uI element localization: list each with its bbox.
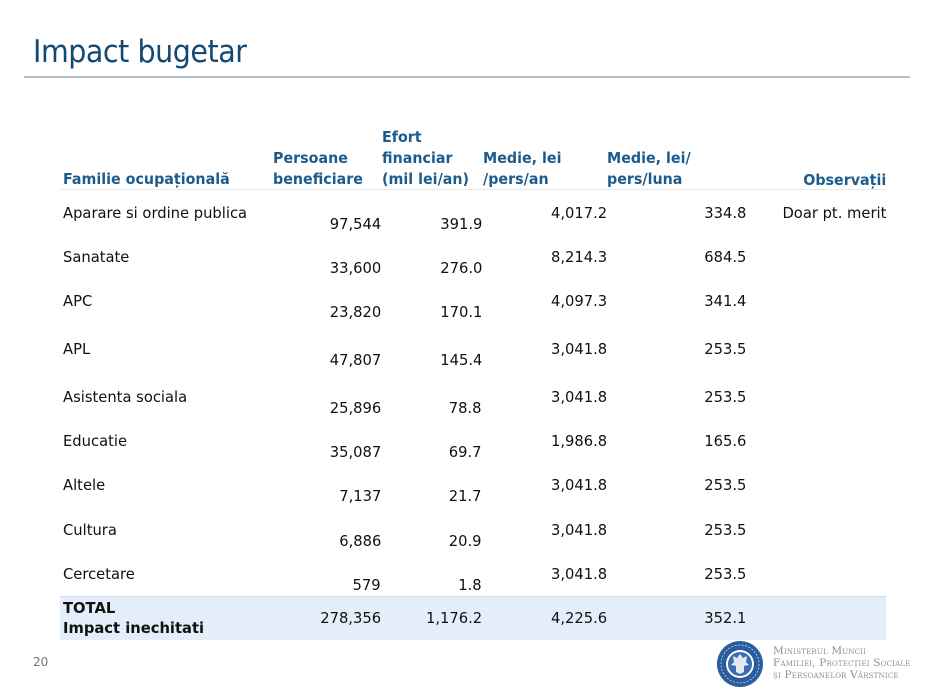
total-label: TOTAL Impact inechitati (63, 598, 204, 638)
header-avg-year-line2: /pers/an (483, 170, 549, 188)
cell-avg-year: 8,214.3 (550, 248, 607, 266)
cell-avg-year: 3,041.8 (550, 340, 607, 358)
total-effort: 1,176.2 (425, 609, 482, 627)
page-number: 20 (33, 655, 49, 669)
total-label-line2: Impact inechitati (63, 619, 205, 637)
cell-avg-year: 3,041.8 (550, 388, 607, 406)
cell-persons: 23,820 (329, 303, 381, 321)
cell-effort: 145.4 (439, 351, 482, 369)
cell-family: Cercetare (63, 565, 135, 583)
cell-effort: 276.0 (439, 259, 482, 277)
total-label-line1: TOTAL (63, 599, 116, 617)
cell-persons: 33,600 (329, 259, 381, 277)
cell-persons: 25,896 (329, 399, 381, 417)
cell-effort: 21.7 (449, 487, 482, 505)
ministry-line2: Familiei, Protecției Sociale (773, 657, 911, 669)
cell-effort: 170.1 (439, 303, 482, 321)
cell-avg-year: 4,017.2 (550, 204, 607, 222)
cell-effort: 78.8 (449, 399, 482, 417)
slide-title: Impact bugetar (33, 34, 247, 70)
cell-family: Cultura (63, 521, 117, 539)
ministry-name: Ministerul Muncii Familiei, Protecției S… (773, 645, 911, 681)
cell-avg-month: 253.5 (703, 340, 746, 358)
cell-persons: 47,807 (329, 351, 381, 369)
cell-avg-month: 341.4 (703, 292, 746, 310)
title-divider (24, 76, 910, 78)
cell-avg-year: 3,041.8 (550, 521, 607, 539)
cell-avg-month: 334.8 (703, 204, 746, 222)
cell-avg-month: 684.5 (703, 248, 746, 266)
cell-avg-year: 4,097.3 (550, 292, 607, 310)
header-avg-month-line1: Medie, lei/ (607, 149, 691, 167)
cell-persons: 6,886 (338, 532, 381, 550)
cell-avg-month: 253.5 (703, 521, 746, 539)
cell-avg-year: 3,041.8 (550, 476, 607, 494)
cell-effort: 69.7 (449, 443, 482, 461)
cell-family: Asistenta sociala (63, 388, 188, 406)
header-persons-line1: Persoane (273, 149, 348, 167)
cell-persons: 35,087 (329, 443, 381, 461)
cell-effort: 20.9 (449, 532, 482, 550)
cell-avg-year: 3,041.8 (550, 565, 607, 583)
cell-avg-year: 1,986.8 (550, 432, 607, 450)
cell-family: Sanatate (63, 248, 130, 266)
header-family: Familie ocupațională (63, 170, 230, 188)
total-avg-year: 4,225.6 (550, 609, 607, 627)
cell-avg-month: 253.5 (703, 388, 746, 406)
ministry-line3: și Persoanelor Vârstnice (773, 669, 899, 681)
header-avg-month: Medie, lei/ pers/luna (607, 148, 691, 190)
ministry-line1: Ministerul Muncii (773, 645, 867, 657)
header-persons: Persoane beneficiare (273, 148, 363, 190)
header-avg-month-line2: pers/luna (607, 170, 683, 188)
cell-avg-month: 253.5 (703, 565, 746, 583)
cell-family: Aparare si ordine publica (63, 204, 248, 222)
cell-effort: 1.8 (458, 576, 482, 594)
header-divider (60, 189, 886, 190)
header-effort: Efort financiar (mil lei/an) (382, 127, 469, 190)
total-row-background (60, 596, 886, 640)
government-of-romania-seal-icon (717, 641, 763, 687)
header-effort-line1: Efort (382, 128, 422, 146)
header-effort-line2: financiar (382, 149, 453, 167)
cell-family: Altele (63, 476, 106, 494)
cell-effort: 391.9 (439, 215, 482, 233)
header-persons-line2: beneficiare (273, 170, 363, 188)
cell-persons: 579 (352, 576, 381, 594)
cell-persons: 97,544 (329, 215, 381, 233)
header-effort-line3: (mil lei/an) (382, 170, 470, 188)
cell-persons: 7,137 (338, 487, 381, 505)
cell-family: APC (63, 292, 93, 310)
cell-observations: Doar pt. merit (782, 204, 886, 222)
cell-family: Educatie (63, 432, 128, 450)
header-avg-year: Medie, lei /pers/an (483, 148, 561, 190)
cell-avg-month: 253.5 (703, 476, 746, 494)
header-avg-year-line1: Medie, lei (483, 149, 562, 167)
header-observations: Observații (802, 171, 886, 189)
cell-family: APL (63, 340, 91, 358)
cell-avg-month: 165.6 (703, 432, 746, 450)
total-persons: 278,356 (320, 609, 381, 627)
total-avg-month: 352.1 (703, 609, 746, 627)
